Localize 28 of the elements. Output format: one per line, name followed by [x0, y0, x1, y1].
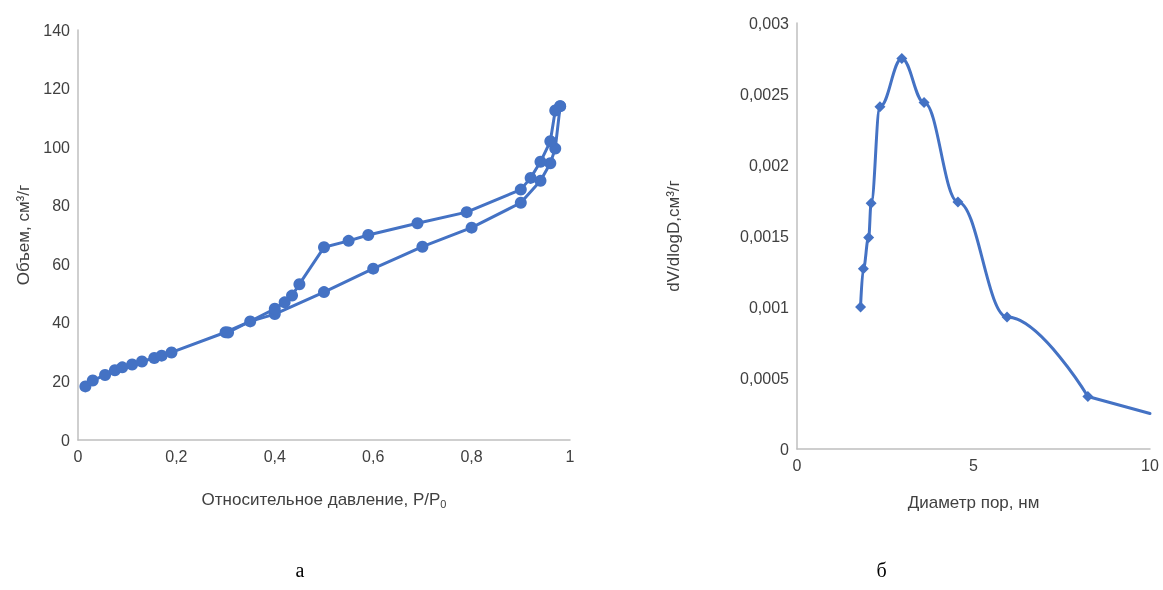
- y-tick-label: 0,003: [748, 14, 790, 32]
- y-tick-label: 40: [52, 314, 71, 332]
- text: б: [876, 559, 887, 581]
- y-tick-label: 80: [52, 197, 71, 215]
- x-axis-title: Диаметр пор, нм: [907, 493, 1040, 512]
- y-tick-label: 0,002: [748, 156, 790, 174]
- y-tick-label: 0,0025: [740, 85, 790, 103]
- x-tick-label: 0: [792, 456, 802, 474]
- x-tick-label: 0,4: [263, 447, 287, 465]
- y-tick-label: 0,001: [748, 298, 790, 316]
- y-tick-label: 100: [43, 138, 71, 156]
- y-tick-label: 0: [61, 431, 71, 449]
- text: а: [295, 559, 305, 581]
- y-tick-label: 20: [52, 372, 71, 390]
- x-tick-label: 5: [969, 456, 979, 474]
- y-tick-label: 0,0005: [740, 369, 790, 387]
- x-tick-label: 0,8: [460, 447, 483, 465]
- y-tick-label: 120: [43, 80, 71, 98]
- y-axis-title: dV/dlogD,см³/г: [664, 180, 683, 292]
- x-tick-label: 0,6: [362, 447, 385, 465]
- x-tick-label: 10: [1141, 456, 1159, 474]
- y-tick-label: 0,0015: [740, 227, 790, 245]
- y-tick-label: 140: [43, 21, 71, 39]
- x-tick-label: 0: [73, 447, 83, 465]
- x-tick-label: 1: [565, 447, 575, 465]
- y-tick-label: 60: [52, 255, 71, 273]
- x-tick-label: 0,2: [165, 447, 188, 465]
- y-axis-title: Объем, см³/г: [14, 184, 34, 286]
